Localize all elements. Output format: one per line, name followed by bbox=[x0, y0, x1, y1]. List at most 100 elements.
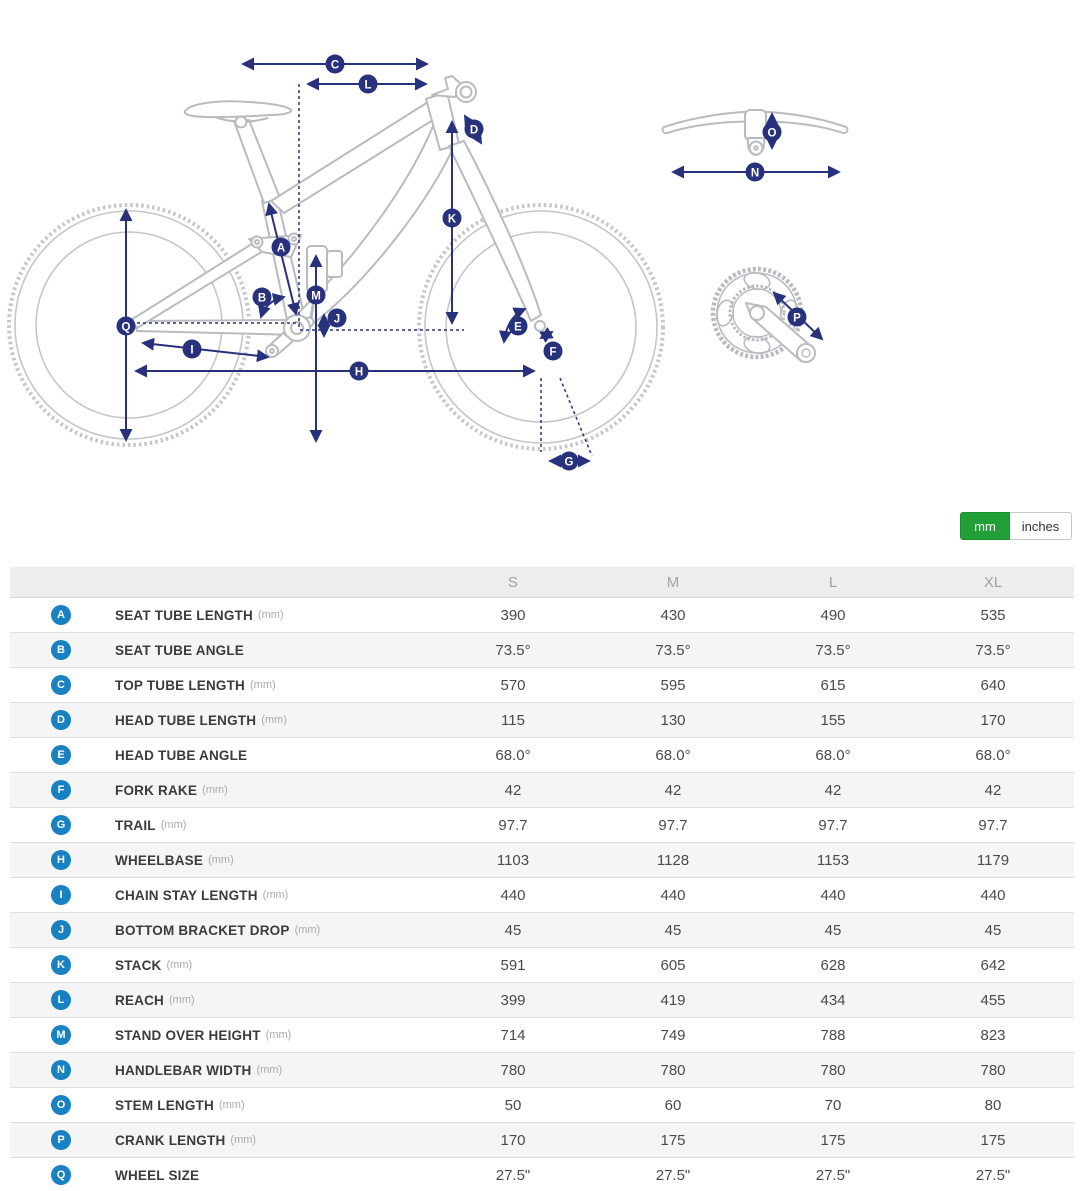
cell-B-XL: 73.5° bbox=[975, 641, 1011, 659]
fork bbox=[448, 140, 542, 322]
row-label: REACH bbox=[115, 992, 165, 1008]
row-label: STEM LENGTH bbox=[115, 1097, 214, 1113]
row-label: HEAD TUBE ANGLE bbox=[115, 747, 248, 763]
cell-P-S: 170 bbox=[500, 1131, 526, 1149]
cell-I-L: 440 bbox=[820, 886, 846, 904]
svg-text:H: H bbox=[355, 366, 363, 378]
diagram-badge-E: E bbox=[508, 316, 528, 336]
row-label: TRAIL bbox=[115, 817, 156, 833]
cell-M-L: 788 bbox=[820, 1026, 846, 1044]
ref-steering-axis bbox=[559, 377, 593, 457]
cell-B-S: 73.5° bbox=[495, 641, 531, 659]
svg-text:B: B bbox=[258, 292, 266, 304]
cell-L-M: 419 bbox=[660, 991, 686, 1009]
row-badge-N: N bbox=[51, 1060, 71, 1080]
cell-E-L: 68.0° bbox=[815, 746, 851, 764]
dim-seat-angle-B bbox=[258, 293, 286, 319]
row-label: CHAIN STAY LENGTH bbox=[115, 887, 258, 903]
cell-O-L: 70 bbox=[824, 1096, 842, 1114]
reference-lines bbox=[131, 84, 593, 457]
row-unit: (mm) bbox=[262, 889, 289, 901]
row-label: STACK bbox=[115, 957, 162, 973]
cell-A-S: 390 bbox=[500, 606, 526, 624]
cell-H-XL: 1179 bbox=[976, 851, 1010, 869]
table-row-P: P CRANK LENGTH (mm) 170 175 175 175 bbox=[10, 1122, 1074, 1157]
row-label-cell: C TOP TUBE LENGTH (mm) bbox=[10, 675, 433, 695]
cell-M-S: 714 bbox=[500, 1026, 526, 1044]
svg-text:I: I bbox=[190, 344, 193, 356]
row-label-cell: F FORK RAKE (mm) bbox=[10, 780, 433, 800]
inches-button[interactable]: inches bbox=[1010, 512, 1072, 540]
row-label-cell: L REACH (mm) bbox=[10, 990, 433, 1010]
table-row-L: L REACH (mm) 399 419 434 455 bbox=[10, 982, 1074, 1017]
cell-J-XL: 45 bbox=[984, 921, 1002, 939]
row-label: STAND OVER HEIGHT bbox=[115, 1027, 261, 1043]
table-row-G: G TRAIL (mm) 97.7 97.7 97.7 97.7 bbox=[10, 807, 1074, 842]
cell-G-M: 97.7 bbox=[658, 816, 688, 834]
svg-text:A: A bbox=[277, 242, 285, 254]
diagram-badge-M: M bbox=[306, 285, 326, 305]
row-badge-F: F bbox=[51, 780, 71, 800]
row-unit: (mm) bbox=[257, 609, 284, 621]
cell-C-S: 570 bbox=[500, 676, 526, 694]
cell-N-S: 780 bbox=[500, 1061, 526, 1079]
row-unit: (mm) bbox=[261, 714, 287, 726]
row-label-cell: D HEAD TUBE LENGTH (mm) bbox=[10, 710, 433, 730]
cell-C-M: 595 bbox=[660, 676, 686, 694]
svg-text:K: K bbox=[448, 213, 457, 225]
diagram-badge-O: O bbox=[762, 122, 782, 142]
cell-B-L: 73.5° bbox=[815, 641, 851, 659]
unit-toggle: mm inches bbox=[960, 512, 1072, 540]
row-label-cell: A SEAT TUBE LENGTH (mm) bbox=[10, 605, 433, 625]
table-body: A SEAT TUBE LENGTH (mm) 390 430 490 535 B SEAT T… bbox=[10, 598, 1074, 1191]
stem-clamp bbox=[744, 109, 767, 141]
cell-C-XL: 640 bbox=[980, 676, 1006, 694]
row-label-cell: H WHEELBASE (mm) bbox=[10, 850, 433, 870]
cell-Q-M: 27.5" bbox=[655, 1166, 691, 1184]
saddle bbox=[183, 100, 292, 119]
table-row-B: B SEAT TUBE ANGLE 73.5° 73.5° 73.5° 73.5° bbox=[10, 632, 1074, 667]
row-label-cell: O STEM LENGTH (mm) bbox=[10, 1095, 433, 1115]
cell-A-M: 430 bbox=[660, 606, 686, 624]
cell-F-M: 42 bbox=[664, 781, 682, 799]
cell-G-S: 97.7 bbox=[498, 816, 528, 834]
cell-F-S: 42 bbox=[504, 781, 522, 799]
cell-K-M: 605 bbox=[660, 956, 686, 974]
diagram-badge-B: B bbox=[252, 287, 272, 307]
cell-P-XL: 175 bbox=[980, 1131, 1006, 1149]
row-unit: (mm) bbox=[166, 959, 193, 971]
cell-O-M: 60 bbox=[664, 1096, 682, 1114]
cell-P-L: 175 bbox=[820, 1131, 846, 1149]
svg-text:L: L bbox=[364, 79, 371, 91]
row-unit: (mm) bbox=[250, 679, 276, 691]
row-label: BOTTOM BRACKET DROP bbox=[115, 922, 290, 938]
cell-F-XL: 42 bbox=[984, 781, 1002, 799]
table-row-H: H WHEELBASE (mm) 1103 1128 1153 1179 bbox=[10, 842, 1074, 877]
cell-L-XL: 455 bbox=[980, 991, 1006, 1009]
row-unit: (mm) bbox=[202, 784, 228, 796]
cell-M-XL: 823 bbox=[980, 1026, 1006, 1044]
svg-text:E: E bbox=[514, 321, 522, 333]
diagram-badge-J: J bbox=[327, 308, 347, 328]
row-unit: (mm) bbox=[230, 1134, 257, 1146]
table-row-K: K STACK (mm) 591 605 628 642 bbox=[10, 947, 1074, 982]
row-label: WHEEL SIZE bbox=[115, 1167, 200, 1183]
row-badge-E: E bbox=[51, 745, 71, 765]
row-label: FORK RAKE bbox=[115, 782, 198, 798]
diagram-badge-H: H bbox=[349, 361, 369, 381]
cell-O-S: 50 bbox=[504, 1096, 522, 1114]
cell-E-XL: 68.0° bbox=[975, 746, 1011, 764]
table-header-row: S M L XL bbox=[10, 567, 1074, 598]
dim-fork-rake-F bbox=[539, 327, 554, 343]
mm-button[interactable]: mm bbox=[960, 512, 1010, 540]
bike-geometry-diagram: A B C D E F G H I J K L M N O P Q bbox=[0, 0, 1084, 502]
diagram-badge-C: C bbox=[325, 54, 345, 74]
cell-I-S: 440 bbox=[500, 886, 526, 904]
cell-H-M: 1128 bbox=[656, 851, 690, 869]
front-axle bbox=[534, 320, 546, 332]
header-size-xl: XL bbox=[983, 573, 1003, 591]
row-label-cell: M STAND OVER HEIGHT (mm) bbox=[10, 1025, 433, 1045]
row-label: SEAT TUBE ANGLE bbox=[115, 642, 245, 658]
cell-P-M: 175 bbox=[660, 1131, 686, 1149]
shock-reservoir bbox=[326, 250, 343, 278]
